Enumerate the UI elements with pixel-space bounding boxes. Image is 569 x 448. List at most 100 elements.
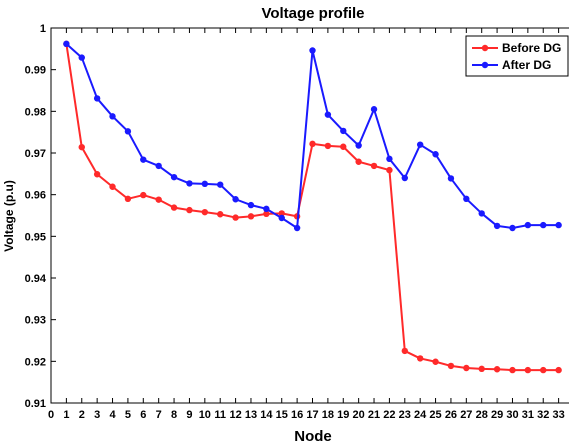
x-tick-label: 18 — [322, 409, 334, 421]
data-point-after-dg — [217, 181, 224, 188]
x-tick-label: 20 — [353, 409, 365, 421]
data-point-after-dg — [93, 95, 101, 102]
x-tick-label: 33 — [552, 409, 564, 421]
legend-marker-after-dg — [481, 61, 489, 69]
data-point-before-dg — [432, 358, 439, 365]
x-tick-label: 10 — [199, 409, 211, 421]
data-point-before-dg — [263, 210, 270, 218]
data-point-after-dg — [278, 214, 285, 222]
data-point-after-dg — [432, 151, 439, 158]
y-tick-label: 0.93 — [25, 315, 46, 327]
x-axis: 0 1 2 3 4 5 6 7 8 9 10 11 12 13 14 15 16 17 18 19 20 21 22 23 24… — [48, 28, 565, 421]
y-tick-label: 0.99 — [25, 65, 46, 77]
data-point-after-dg — [109, 113, 116, 120]
data-point-before-dg — [247, 213, 255, 220]
x-tick-label: 3 — [94, 409, 100, 421]
x-tick-label: 7 — [156, 409, 162, 421]
legend-box — [465, 35, 569, 77]
data-point-before-dg — [324, 142, 332, 150]
data-point-after-dg — [186, 180, 193, 187]
data-point-after-dg — [401, 174, 408, 182]
data-point-before-dg — [509, 366, 516, 374]
x-axis-label: Node — [294, 428, 332, 445]
x-tick-label: 13 — [245, 409, 257, 421]
data-point-before-dg — [155, 196, 162, 203]
data-point-before-dg — [416, 355, 424, 362]
y-tick-label: 0.97 — [25, 148, 46, 160]
x-tick-label: 30 — [506, 409, 518, 421]
data-point-before-dg — [386, 166, 393, 174]
x-tick-label: 27 — [460, 409, 472, 421]
data-point-after-dg — [524, 221, 532, 229]
x-tick-label: 28 — [476, 409, 488, 421]
data-point-after-dg — [416, 141, 424, 148]
data-point-after-dg — [370, 106, 378, 113]
data-point-before-dg — [463, 364, 470, 372]
y-tick-label: 0.92 — [25, 356, 46, 368]
data-point-after-dg — [293, 224, 301, 232]
legend-marker-before-dg — [481, 44, 489, 52]
x-tick-label: 6 — [140, 409, 146, 421]
data-point-before-dg — [493, 366, 501, 373]
y-tick-label: 0.91 — [25, 398, 46, 410]
x-tick-label: 15 — [276, 409, 288, 421]
x-tick-label: 1 — [63, 409, 69, 421]
data-point-before-dg — [170, 204, 178, 211]
x-tick-label: 5 — [125, 409, 131, 421]
data-point-after-dg — [324, 111, 332, 118]
x-tick-label: 16 — [291, 409, 303, 421]
x-tick-label: 19 — [337, 409, 349, 421]
x-tick-label: 12 — [229, 409, 241, 421]
data-point-after-dg — [309, 47, 316, 54]
x-tick-label: 17 — [306, 409, 318, 421]
x-tick-label: 23 — [399, 409, 411, 421]
x-tick-label: 25 — [429, 409, 441, 421]
data-point-after-dg — [247, 201, 255, 209]
data-point-before-dg — [201, 208, 209, 216]
x-tick-label: 4 — [109, 409, 116, 421]
data-point-after-dg — [263, 205, 270, 213]
x-tick-label: 26 — [445, 409, 457, 421]
x-tick-label: 24 — [414, 409, 427, 421]
y-tick-label: 0.94 — [25, 273, 47, 285]
x-tick-label: 2 — [79, 409, 85, 421]
data-point-after-dg — [493, 222, 501, 230]
data-point-before-dg — [232, 214, 239, 221]
x-tick-label: 31 — [522, 409, 534, 421]
data-point-before-dg — [401, 347, 408, 355]
data-point-before-dg — [355, 158, 362, 165]
data-point-before-dg — [186, 206, 193, 214]
data-point-before-dg — [340, 143, 347, 150]
x-tick-label: 21 — [368, 409, 380, 421]
chart-title: Voltage profile — [261, 5, 364, 22]
data-point-after-dg — [140, 156, 147, 163]
y-tick-label: 1 — [40, 23, 46, 35]
legend-label-after-dg: After DG — [502, 58, 551, 72]
x-tick-label: 29 — [491, 409, 503, 421]
x-tick-label: 9 — [186, 409, 192, 421]
data-point-after-dg — [78, 54, 85, 61]
data-point-before-dg — [124, 195, 132, 203]
x-tick-label: 8 — [171, 409, 177, 421]
data-point-before-dg — [447, 362, 455, 370]
x-tick-label: 0 — [48, 409, 54, 421]
legend: Before DG After DG — [465, 35, 569, 77]
data-point-after-dg — [355, 142, 362, 149]
x-tick-label: 22 — [383, 409, 395, 421]
data-point-before-dg — [524, 366, 532, 374]
data-point-before-dg — [217, 211, 224, 218]
data-point-after-dg — [447, 175, 455, 182]
data-point-after-dg — [463, 195, 470, 203]
y-tick-label: 0.96 — [25, 190, 46, 202]
x-tick-label: 14 — [260, 409, 273, 421]
data-point-after-dg — [232, 196, 239, 203]
data-point-before-dg — [540, 366, 547, 374]
data-point-after-dg — [170, 173, 178, 181]
data-point-after-dg — [155, 162, 162, 170]
data-point-before-dg — [278, 210, 285, 217]
legend-label-before-dg: Before DG — [502, 41, 561, 55]
data-point-after-dg — [63, 40, 70, 48]
data-point-before-dg — [309, 140, 316, 148]
data-point-after-dg — [540, 221, 547, 229]
